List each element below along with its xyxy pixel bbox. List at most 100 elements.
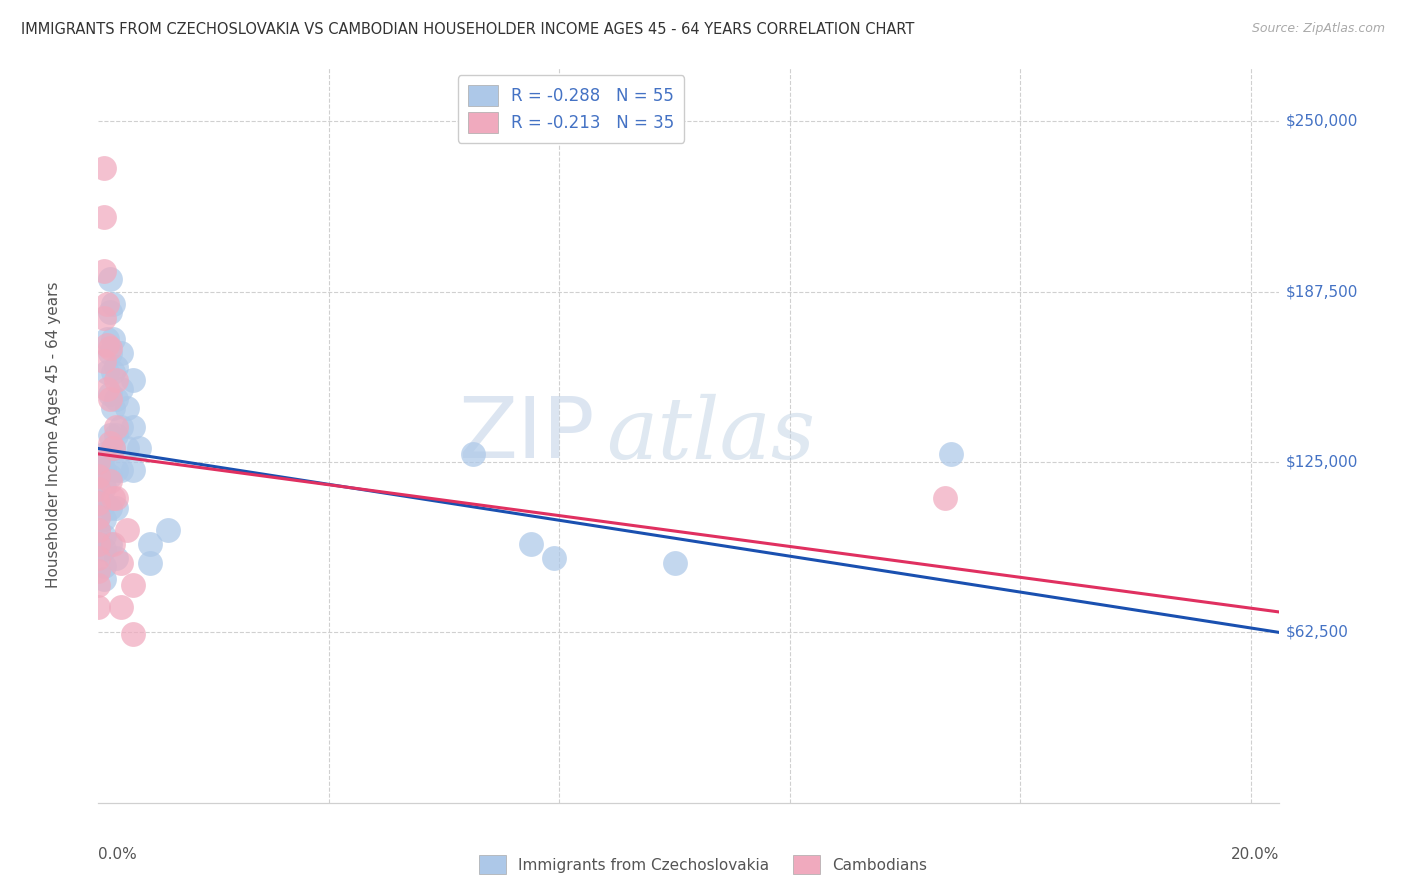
- Point: [110, 599, 132, 614]
- Point: [139, 537, 162, 551]
- Point: [104, 463, 127, 477]
- Point: [98, 305, 121, 319]
- Point: [101, 297, 124, 311]
- Point: [104, 491, 127, 505]
- Text: ZIP: ZIP: [458, 393, 595, 476]
- Point: [98, 341, 121, 355]
- Point: [115, 442, 138, 456]
- Point: [87, 455, 110, 469]
- Point: [93, 310, 115, 325]
- Point: [104, 419, 127, 434]
- Point: [101, 442, 124, 456]
- Legend: R = -0.288   N = 55, R = -0.213   N = 35: R = -0.288 N = 55, R = -0.213 N = 35: [457, 75, 685, 143]
- Point: [87, 483, 110, 497]
- Point: [156, 523, 179, 537]
- Point: [98, 427, 121, 442]
- Text: 0.0%: 0.0%: [98, 847, 138, 862]
- Point: [87, 564, 110, 578]
- Point: [101, 442, 124, 456]
- Point: [87, 468, 110, 483]
- Point: [115, 401, 138, 415]
- Point: [87, 496, 110, 510]
- Point: [664, 556, 686, 570]
- Point: [519, 537, 541, 551]
- Point: [104, 392, 127, 407]
- Point: [115, 523, 138, 537]
- Point: [104, 359, 127, 374]
- Point: [104, 501, 127, 516]
- Point: [93, 161, 115, 175]
- Point: [98, 346, 121, 360]
- Point: [93, 463, 115, 477]
- Point: [87, 578, 110, 592]
- Point: [93, 529, 115, 543]
- Point: [93, 496, 115, 510]
- Point: [104, 373, 127, 387]
- Point: [122, 578, 145, 592]
- Point: [93, 447, 115, 461]
- Point: [98, 468, 121, 483]
- Point: [110, 346, 132, 360]
- Text: IMMIGRANTS FROM CZECHOSLOVAKIA VS CAMBODIAN HOUSEHOLDER INCOME AGES 45 - 64 YEAR: IMMIGRANTS FROM CZECHOSLOVAKIA VS CAMBOD…: [21, 22, 914, 37]
- Point: [98, 387, 121, 401]
- Text: atlas: atlas: [606, 393, 815, 476]
- Point: [87, 550, 110, 565]
- Point: [101, 365, 124, 379]
- Point: [110, 382, 132, 396]
- Text: $125,000: $125,000: [1285, 455, 1358, 469]
- Point: [110, 556, 132, 570]
- Point: [101, 401, 124, 415]
- Point: [96, 382, 118, 396]
- Point: [110, 463, 132, 477]
- Point: [461, 447, 484, 461]
- Text: 20.0%: 20.0%: [1232, 847, 1279, 862]
- Point: [104, 427, 127, 442]
- Point: [543, 550, 565, 565]
- Point: [87, 537, 110, 551]
- Point: [93, 480, 115, 494]
- Legend: Immigrants from Czechoslovakia, Cambodians: Immigrants from Czechoslovakia, Cambodia…: [472, 849, 934, 880]
- Point: [101, 537, 124, 551]
- Point: [101, 491, 124, 505]
- Point: [98, 392, 121, 407]
- Point: [87, 599, 110, 614]
- Point: [87, 523, 110, 537]
- Point: [122, 373, 145, 387]
- Text: Source: ZipAtlas.com: Source: ZipAtlas.com: [1251, 22, 1385, 36]
- Point: [93, 572, 115, 586]
- Point: [98, 474, 121, 488]
- Point: [93, 264, 115, 278]
- Point: [139, 556, 162, 570]
- Point: [122, 419, 145, 434]
- Point: [87, 509, 110, 524]
- Point: [87, 483, 110, 497]
- Point: [93, 558, 115, 573]
- Point: [96, 365, 118, 379]
- Point: [128, 442, 150, 456]
- Point: [87, 455, 110, 469]
- Point: [98, 436, 121, 450]
- Text: $250,000: $250,000: [1285, 114, 1358, 129]
- Point: [122, 463, 145, 477]
- Point: [96, 338, 118, 352]
- Point: [98, 272, 121, 286]
- Point: [87, 509, 110, 524]
- Point: [93, 354, 115, 368]
- Point: [110, 419, 132, 434]
- Point: [93, 512, 115, 526]
- Point: [939, 447, 962, 461]
- Point: [87, 468, 110, 483]
- Point: [87, 496, 110, 510]
- Point: [96, 333, 118, 347]
- Point: [101, 333, 124, 347]
- Point: [98, 537, 121, 551]
- Text: Householder Income Ages 45 - 64 years: Householder Income Ages 45 - 64 years: [46, 282, 60, 588]
- Point: [122, 627, 145, 641]
- Point: [104, 550, 127, 565]
- Point: [98, 501, 121, 516]
- Text: $187,500: $187,500: [1285, 285, 1358, 299]
- Point: [93, 542, 115, 557]
- Point: [87, 537, 110, 551]
- Point: [87, 523, 110, 537]
- Point: [96, 297, 118, 311]
